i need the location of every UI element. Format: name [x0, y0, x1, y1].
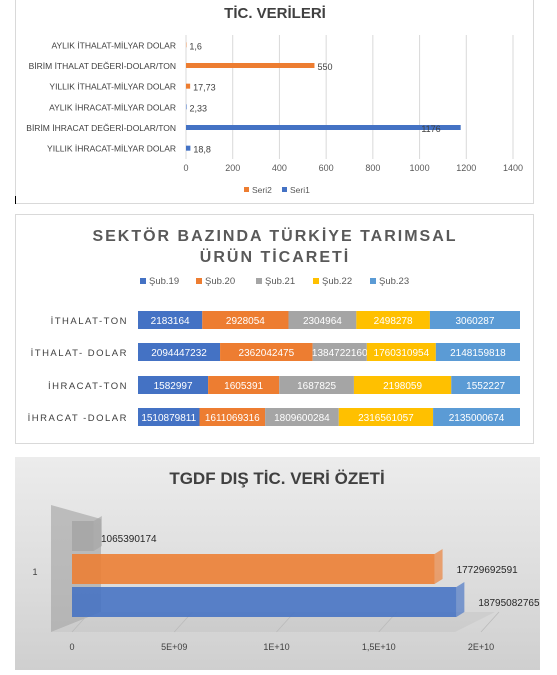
category-label: İTHALAT-TON	[51, 316, 128, 327]
category-label: İHRACAT -DOLAR	[28, 413, 128, 424]
legend-label: Seri2	[252, 185, 272, 195]
bar	[186, 104, 187, 109]
legend-swatch	[313, 278, 319, 284]
chart-trade-data: TİC. VERİLERİ 0 200 400 600 800 1000 1200 1400 AY…	[15, 0, 534, 204]
data-label: 3060287	[455, 316, 494, 327]
legend-label: Şub.19	[149, 276, 179, 287]
data-label: 2362042475	[239, 348, 295, 359]
legend-swatch	[256, 278, 262, 284]
data-label: 1065390174	[101, 534, 157, 545]
legend-swatch	[244, 187, 249, 192]
data-label: 1510879811	[141, 413, 196, 424]
data-label: 1384722160	[312, 348, 368, 359]
data-label: 17,73	[193, 83, 216, 93]
x-tick-label: 1200	[456, 163, 476, 173]
category-label: YILLIK İHRACAT-MİLYAR DOLAR	[47, 144, 176, 154]
data-label: 2498278	[374, 316, 413, 327]
category-label: AYLIK İHRACAT-MİLYAR DOLAR	[49, 102, 176, 112]
chart-title: TİC. VERİLERİ	[224, 5, 326, 22]
x-tick-label: 0	[69, 642, 74, 652]
bar	[72, 521, 94, 551]
data-label: 1687825	[297, 381, 336, 392]
bar	[186, 125, 461, 130]
legend-swatch	[140, 278, 146, 284]
chart-sector-trade: SEKTÖR BAZINDA TÜRKİYE TARIMSAL ÜRÜN TİCA…	[15, 214, 534, 444]
legend-swatch	[282, 187, 287, 192]
category-label: 1	[32, 567, 37, 577]
legend-label: Şub.20	[205, 276, 235, 287]
data-label: 2183164	[151, 316, 190, 327]
legend-swatch	[196, 278, 202, 284]
legend-label: Şub.23	[379, 276, 409, 287]
category-label: YILLIK İTHALAT-MİLYAR DOLAR	[49, 82, 176, 92]
x-tick-label: 1,5E+10	[362, 642, 396, 652]
data-label: 2198059	[383, 381, 422, 392]
bar	[72, 587, 456, 617]
x-tick-label: 400	[272, 163, 287, 173]
chart-sector-trade-svg: SEKTÖR BAZINDA TÜRKİYE TARIMSAL ÜRÜN TİCA…	[16, 215, 535, 445]
category-label: BİRİM İHRACAT DEĞERİ-DOLAR/TON	[26, 123, 176, 133]
data-label: 2304964	[303, 316, 342, 327]
x-tick-label: 800	[365, 163, 380, 173]
legend-label: Şub.22	[322, 276, 352, 287]
x-tick-label: 0	[183, 163, 188, 173]
bar-side	[435, 549, 443, 584]
bar	[186, 63, 314, 68]
legend-label: Şub.21	[265, 276, 295, 287]
legend-label: Seri1	[290, 185, 310, 195]
data-label: 2135000674	[449, 413, 505, 424]
data-label: 2,33	[190, 103, 208, 113]
bar	[186, 84, 190, 89]
x-tick-label: 1000	[410, 163, 430, 173]
chart-title-line1: SEKTÖR BAZINDA TÜRKİYE TARIMSAL	[92, 226, 457, 245]
category-label: İTHALAT- DOLAR	[31, 348, 128, 359]
chart-trade-data-svg: TİC. VERİLERİ 0 200 400 600 800 1000 1200 1400 AY…	[16, 0, 535, 205]
bar	[72, 554, 435, 584]
data-label: 1,6	[189, 41, 202, 51]
data-label: 2928054	[226, 316, 265, 327]
x-tick-label: 1E+10	[263, 642, 289, 652]
data-label: 18795082765	[478, 598, 540, 609]
data-label: 1809600284	[274, 413, 330, 424]
x-tick-label: 2E+10	[468, 642, 494, 652]
data-label: 1552227	[466, 381, 505, 392]
data-label: 2316561057	[358, 413, 414, 424]
chart-tgdf-summary: TGDF DIŞ TİC. VERİ ÖZETİ 0 5E+09 1E+10 1,5E+…	[15, 457, 540, 670]
chart-tgdf-summary-svg: TGDF DIŞ TİC. VERİ ÖZETİ 0 5E+09 1E+10 1,5E+…	[15, 457, 540, 670]
data-label: 1582997	[154, 381, 193, 392]
chart-title: TGDF DIŞ TİC. VERİ ÖZETİ	[169, 469, 384, 488]
data-label: 1605391	[224, 381, 263, 392]
data-label: 550	[317, 62, 332, 72]
data-label: 2148159818	[450, 348, 506, 359]
category-label: AYLIK İTHALAT-MİLYAR DOLAR	[51, 40, 176, 50]
data-label: 1611069316	[205, 413, 260, 424]
x-tick-label: 1400	[503, 163, 523, 173]
bar	[186, 146, 190, 151]
x-tick-label: 200	[225, 163, 240, 173]
legend-swatch	[370, 278, 376, 284]
data-label: 1760310954	[374, 348, 430, 359]
x-tick-label: 5E+09	[161, 642, 187, 652]
data-label: 1176	[421, 124, 440, 134]
data-label: 17729692591	[457, 565, 519, 576]
data-label: 2094447232	[151, 348, 207, 359]
category-label: İHRACAT-TON	[48, 381, 128, 392]
text-cursor	[15, 196, 16, 204]
chart-title-line2: ÜRÜN TİCARETİ	[200, 247, 350, 266]
x-tick-label: 600	[319, 163, 334, 173]
bar-side	[456, 582, 464, 617]
data-label: 18,8	[193, 145, 211, 155]
category-label: BİRİM İTHALAT DEĞERİ-DOLAR/TON	[29, 61, 176, 71]
